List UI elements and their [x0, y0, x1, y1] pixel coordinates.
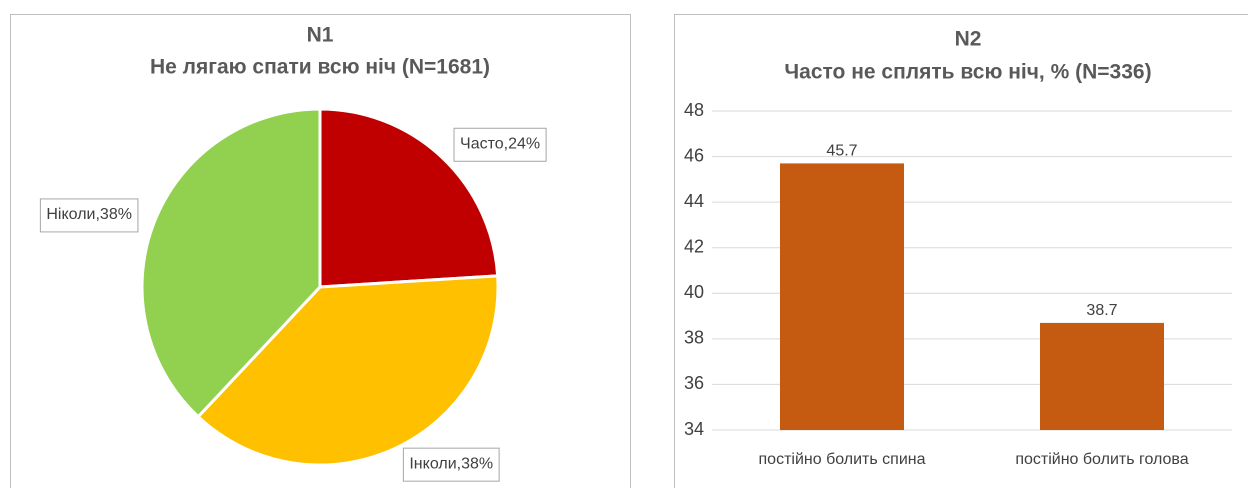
y-tick-label: 36 [684, 373, 704, 393]
data-label: 45.7 [826, 143, 857, 160]
y-tick-label: 40 [684, 282, 704, 302]
data-label: 38.7 [1086, 302, 1117, 319]
bar [780, 163, 904, 430]
y-tick-label: 42 [684, 236, 704, 256]
y-tick-label: 48 [684, 100, 704, 120]
chart-title: N1 [307, 24, 334, 47]
pie-slice [140, 107, 322, 419]
label-box [453, 127, 547, 162]
chart-title: N2 [955, 28, 982, 51]
chart-subtitle: Не лягаю спати всю ніч (N=1681) [150, 56, 490, 79]
y-tick-label: 34 [684, 419, 704, 439]
label-box [402, 447, 500, 482]
x-tick-label: постійно болить спина [759, 451, 926, 468]
pie-slice [318, 107, 500, 289]
y-tick-label: 44 [684, 191, 704, 211]
chart-subtitle: Часто не сплять всю ніч, % (N=336) [784, 61, 1151, 84]
y-tick-label: 38 [684, 328, 704, 348]
data-label: Інколи,38% [409, 455, 493, 472]
pie-slice [196, 274, 500, 467]
label-box [39, 198, 139, 233]
x-tick-label: постійно болить голова [1015, 451, 1188, 468]
y-tick-label: 46 [684, 145, 704, 165]
data-label: Часто,24% [460, 135, 540, 152]
bar [1040, 322, 1164, 430]
data-label: Ніколи,38% [46, 206, 132, 223]
